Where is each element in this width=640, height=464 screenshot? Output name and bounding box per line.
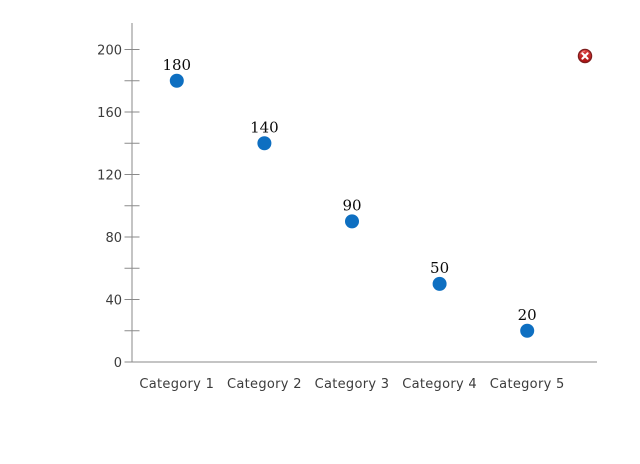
data-point[interactable] bbox=[520, 323, 535, 338]
y-tick-label: 80 bbox=[105, 231, 122, 246]
category-label: Category 2 bbox=[227, 377, 302, 392]
data-point-label: 180 bbox=[162, 56, 191, 74]
y-tick-label: 40 bbox=[105, 293, 122, 308]
y-tick-label: 120 bbox=[97, 168, 122, 183]
close-button[interactable] bbox=[577, 48, 593, 64]
category-label: Category 5 bbox=[490, 377, 565, 392]
category-label: Category 4 bbox=[402, 377, 477, 392]
data-point-label: 90 bbox=[342, 196, 361, 214]
data-point[interactable] bbox=[169, 73, 184, 88]
y-tick-label: 160 bbox=[97, 106, 122, 121]
data-point[interactable] bbox=[345, 214, 359, 229]
close-icon bbox=[577, 48, 593, 64]
category-label: Category 3 bbox=[315, 377, 390, 392]
data-point[interactable] bbox=[257, 136, 272, 151]
y-tick-label: 200 bbox=[97, 43, 122, 58]
data-point-label: 140 bbox=[250, 118, 279, 136]
category-label: Category 1 bbox=[139, 377, 214, 392]
data-point-label: 20 bbox=[518, 306, 537, 324]
data-point-label: 50 bbox=[430, 259, 449, 277]
y-tick-label: 0 bbox=[114, 356, 122, 371]
data-point[interactable] bbox=[432, 276, 447, 291]
